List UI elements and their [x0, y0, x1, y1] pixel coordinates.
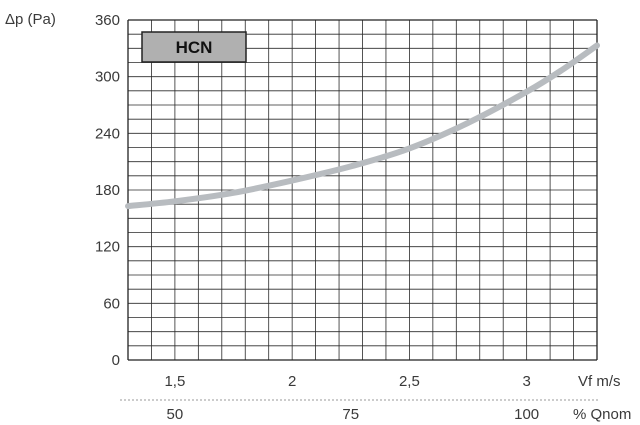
y-tick-label: 0: [112, 352, 120, 369]
x2-tick-label: 75: [342, 406, 359, 423]
plot-frame: [127, 19, 598, 361]
x-tick-label: 2: [288, 373, 296, 390]
x-axis-label: Vf m/s: [578, 373, 621, 390]
y-tick-label: 240: [95, 125, 120, 142]
x2-axis-label: % Qnom: [573, 406, 631, 423]
x-tick-label: 3: [522, 373, 530, 390]
y-tick-label: 120: [95, 239, 120, 256]
x-tick-label: 2,5: [399, 373, 420, 390]
y-tick-label: 180: [95, 182, 120, 199]
axis-labels: 0 60 120 180 240 300 360 1,5 2 2,5 3 Vf m/s 50 75 100%…: [95, 12, 631, 423]
y-tick-label: 360: [95, 12, 120, 29]
y-tick-label: 60: [103, 295, 120, 312]
x2-tick-label: 100: [514, 406, 539, 423]
series-line: [125, 42, 600, 210]
series-badge-box: [141, 31, 247, 63]
curve-group: [125, 42, 600, 210]
series-badge: HCN: [141, 31, 247, 63]
y-tick-label: 300: [95, 69, 120, 86]
x2-tick-label: 50: [167, 406, 184, 423]
x-tick-label: 1,5: [164, 373, 185, 390]
chart-title: HCN: [176, 38, 213, 57]
y-axis-label: Δp (Pa): [5, 11, 56, 28]
grid-lines: [128, 20, 597, 360]
